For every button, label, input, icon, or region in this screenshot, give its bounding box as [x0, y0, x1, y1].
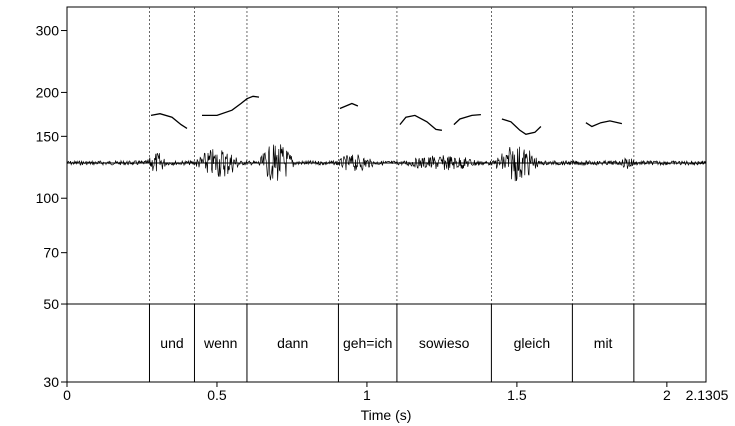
waveform-path: [66, 144, 706, 182]
pitch-contour: [501, 118, 542, 135]
x-axis-label: Time (s): [361, 407, 412, 423]
word-boundaries: [148, 7, 635, 382]
y-tick-label: 300: [36, 23, 60, 39]
y-tick-label: 50: [43, 296, 59, 312]
x-tick-label: 2: [663, 387, 671, 403]
pitch-contours: [150, 95, 623, 135]
word-label: wenn: [203, 335, 237, 351]
x-tick-label: 0.5: [207, 387, 227, 403]
y-tick-label: 30: [43, 374, 59, 390]
plot-frame: [66, 6, 707, 383]
y-axis: 300 200 150 100 70 50 30: [36, 23, 67, 390]
word-label: sowieso: [419, 335, 470, 351]
pitch-contour: [399, 114, 442, 131]
y-tick-label: 150: [36, 128, 60, 144]
pitch-contour: [453, 113, 481, 126]
x-tick-label: 1.5: [507, 387, 527, 403]
pitch-contour: [339, 102, 359, 110]
pitch-contour: [202, 95, 260, 117]
word-tier: und wenn dann geh=ich sowieso gleich mit: [160, 335, 612, 351]
x-tick-label: 0: [63, 387, 71, 403]
pitch-contour: [585, 120, 623, 128]
word-label: mit: [594, 335, 613, 351]
waveform: [66, 144, 706, 182]
y-tick-label: 70: [43, 245, 59, 261]
pitch-contour: [150, 113, 188, 129]
word-label: gleich: [514, 335, 551, 351]
y-tick-label: 100: [36, 190, 60, 206]
x-axis: 0 0.5 1 1.5 2 2.1305: [63, 382, 729, 403]
y-tick-label: 200: [36, 84, 60, 100]
word-label: und: [160, 335, 183, 351]
x-tick-label: 1: [363, 387, 371, 403]
word-label: dann: [277, 335, 308, 351]
x-end-label: 2.1305: [686, 387, 729, 403]
word-label: geh=ich: [343, 335, 392, 351]
